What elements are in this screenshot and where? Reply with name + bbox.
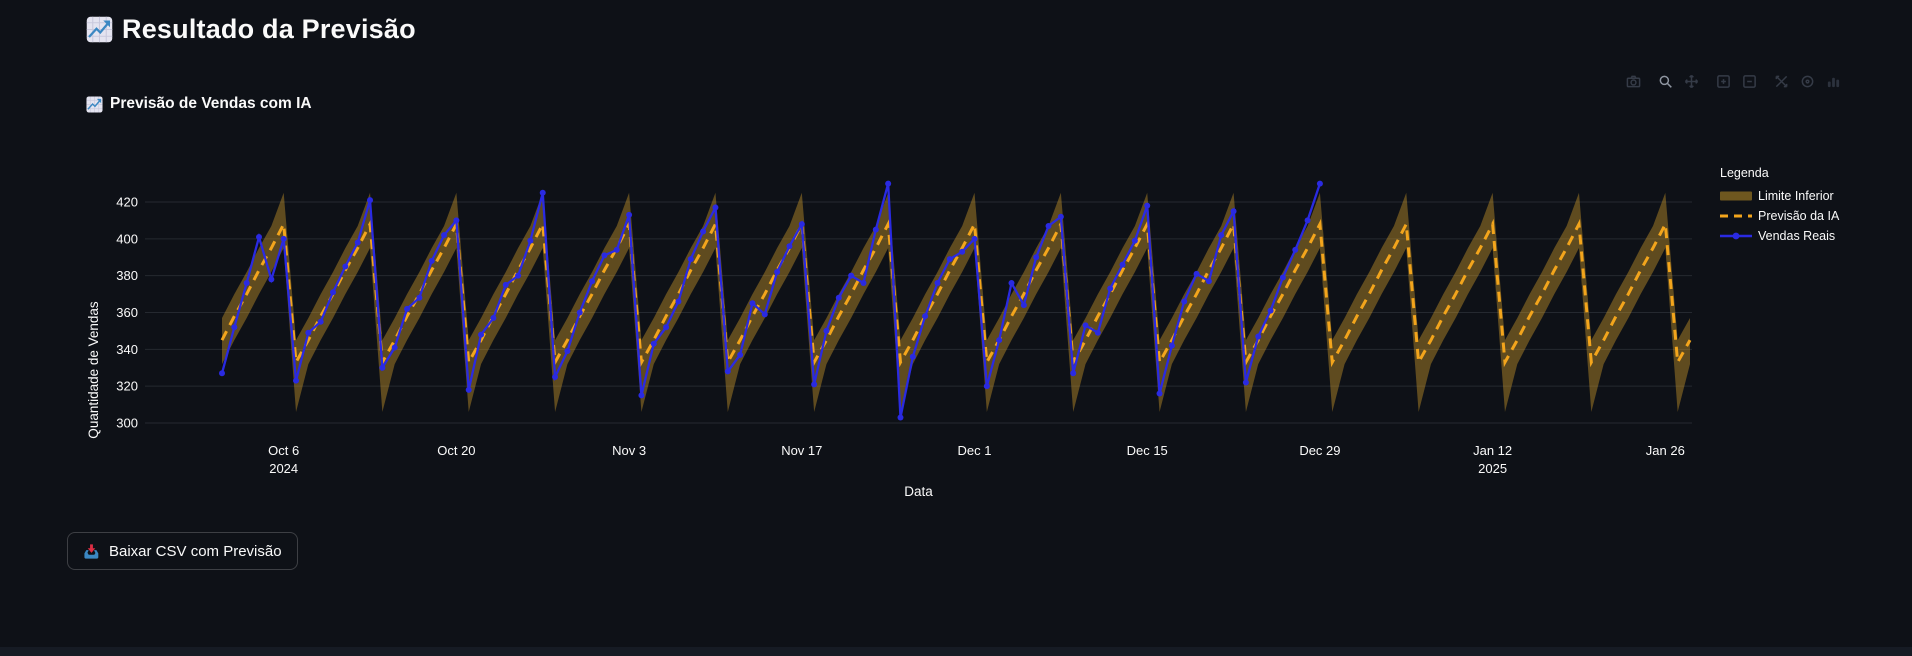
plotly-logo-icon[interactable]: [1823, 70, 1844, 93]
svg-text:360: 360: [116, 305, 138, 320]
chart-increasing-icon: [86, 16, 113, 43]
bottom-edge-strip: [0, 647, 1912, 656]
svg-text:Quantidade de Vendas: Quantidade de Vendas: [86, 301, 101, 439]
svg-text:Data: Data: [904, 484, 933, 499]
download-plot-icon[interactable]: [1623, 70, 1644, 93]
svg-text:380: 380: [116, 268, 138, 283]
zoom-icon[interactable]: [1655, 70, 1676, 93]
page-header: Resultado da Previsão: [86, 14, 416, 45]
svg-text:Nov 3: Nov 3: [612, 443, 646, 458]
pan-icon[interactable]: [1681, 70, 1702, 93]
inbox-tray-icon: [84, 543, 99, 559]
svg-text:Dec 15: Dec 15: [1127, 443, 1168, 458]
svg-text:Oct 6: Oct 6: [268, 443, 299, 458]
zoom-out-icon[interactable]: [1739, 70, 1760, 93]
svg-text:420: 420: [116, 195, 138, 210]
page-title: Resultado da Previsão: [122, 14, 416, 44]
svg-text:Dec 29: Dec 29: [1299, 443, 1340, 458]
chart-title: Previsão de Vendas com IA: [86, 95, 312, 113]
svg-text:2025: 2025: [1478, 461, 1507, 476]
svg-text:2024: 2024: [269, 461, 298, 476]
svg-text:340: 340: [116, 342, 138, 357]
legend-item-label: Vendas Reais: [1758, 229, 1836, 243]
chart-increasing-icon: [86, 95, 103, 113]
legend-title: Legenda: [1720, 166, 1769, 180]
svg-text:400: 400: [116, 231, 138, 246]
chart-legend: Legenda Limite Inferior Previsão da IA V…: [1720, 166, 1839, 246]
reset-axes-icon[interactable]: [1797, 70, 1818, 93]
plotly-modebar: [1618, 70, 1844, 93]
chart-title-label: Previsão de Vendas com IA: [110, 95, 312, 112]
zoom-in-icon[interactable]: [1713, 70, 1734, 93]
autoscale-icon[interactable]: [1771, 70, 1792, 93]
svg-text:300: 300: [116, 416, 138, 431]
svg-text:320: 320: [116, 379, 138, 394]
svg-text:Jan 26: Jan 26: [1646, 443, 1685, 458]
download-csv-button[interactable]: Baixar CSV com Previsão: [67, 532, 298, 570]
svg-text:Oct 20: Oct 20: [437, 443, 475, 458]
legend-item-lower-bound[interactable]: Limite Inferior: [1720, 186, 1839, 206]
forecast-chart-canvas[interactable]: 300 320 340 360 380 400 420 Oct 6 2024 Oct 20 Nov …: [60, 130, 1710, 510]
svg-text:Nov 17: Nov 17: [781, 443, 822, 458]
legend-item-label: Previsão da IA: [1758, 209, 1840, 223]
legend-item-label: Limite Inferior: [1758, 189, 1834, 203]
download-csv-label: Baixar CSV com Previsão: [109, 542, 282, 560]
svg-text:Dec 1: Dec 1: [958, 443, 992, 458]
legend-item-actual[interactable]: Vendas Reais: [1720, 226, 1839, 246]
legend-item-forecast[interactable]: Previsão da IA: [1720, 206, 1839, 226]
svg-text:Jan 12: Jan 12: [1473, 443, 1512, 458]
